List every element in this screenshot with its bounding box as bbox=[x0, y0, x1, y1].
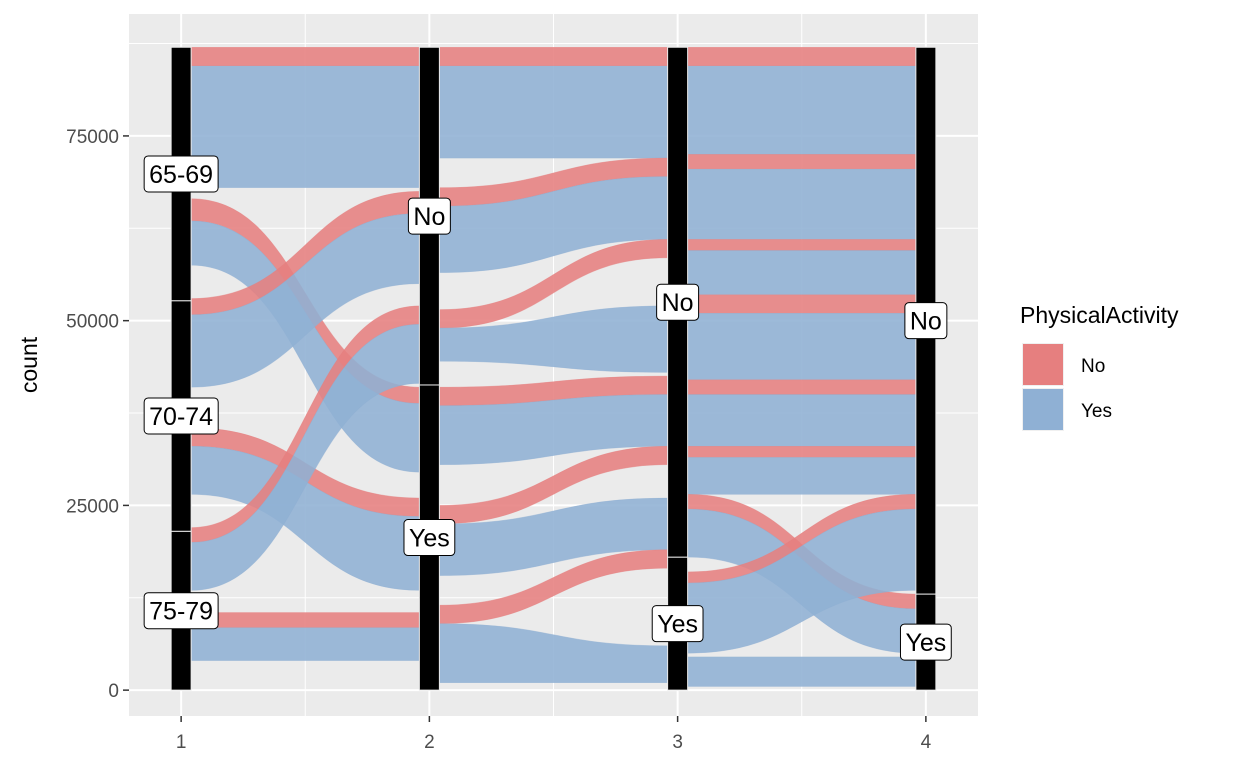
stratum-label: No bbox=[656, 283, 700, 321]
legend-items: No Yes bbox=[1022, 343, 1112, 431]
stratum-label-text: Yes bbox=[409, 525, 450, 553]
flow-ribbon-yes bbox=[687, 656, 917, 687]
legend-swatch-yes bbox=[1023, 389, 1063, 430]
flow-ribbon-yes bbox=[687, 168, 917, 240]
stratum-label-box bbox=[403, 519, 456, 557]
stratum-label: No bbox=[407, 197, 451, 235]
flow-ribbon-no bbox=[687, 46, 917, 67]
stratum-label: No bbox=[904, 302, 948, 340]
stratum-label-box bbox=[904, 302, 948, 340]
legend: PhysicalActivity No Yes bbox=[1020, 302, 1179, 431]
stratum-label-text: Yes bbox=[905, 629, 946, 657]
y-axis-title: count bbox=[16, 336, 42, 393]
stratum-label-box bbox=[143, 155, 219, 193]
flow-ribbon-no bbox=[687, 294, 917, 314]
stratum-label-text: 65-69 bbox=[149, 161, 213, 189]
stratum-label: Yes bbox=[403, 519, 456, 557]
stratum-label-text: No bbox=[662, 289, 694, 317]
stratum-label-text: Yes bbox=[657, 611, 698, 639]
flow-ribbon-yes bbox=[439, 65, 668, 159]
flow-ribbon-no bbox=[687, 445, 917, 458]
y-tick-label: 0 bbox=[108, 681, 119, 702]
stratum-label-text: 70-74 bbox=[149, 403, 213, 431]
y-tick-label: 25000 bbox=[66, 496, 119, 517]
stratum-label-text: 75-79 bbox=[149, 598, 213, 626]
flow-ribbon-yes bbox=[190, 627, 420, 661]
legend-title: PhysicalActivity bbox=[1020, 302, 1179, 328]
stratum-label-box bbox=[651, 605, 704, 643]
flow-ribbon-yes bbox=[190, 65, 420, 188]
stratum-label-box bbox=[407, 197, 451, 235]
stratum-label: 65-69 bbox=[143, 155, 219, 193]
y-tick-label: 75000 bbox=[66, 127, 119, 148]
flow-ribbon-no bbox=[687, 239, 917, 251]
stratum-label-box bbox=[656, 283, 700, 321]
legend-label: No bbox=[1081, 356, 1105, 377]
x-tick-label: 1 bbox=[176, 732, 187, 753]
x-tick-label: 3 bbox=[672, 732, 683, 753]
legend-label: Yes bbox=[1081, 401, 1112, 422]
flow-ribbon-no bbox=[439, 46, 668, 67]
flow-ribbon-yes bbox=[687, 394, 917, 447]
flow-ribbon-yes bbox=[687, 250, 917, 296]
flow-ribbon-yes bbox=[687, 457, 917, 495]
flow-ribbon-yes bbox=[687, 312, 917, 381]
flow-ribbon-no bbox=[190, 612, 420, 628]
stratum-label: Yes bbox=[651, 605, 704, 643]
legend-swatch-no bbox=[1023, 344, 1063, 385]
x-tick-label: 4 bbox=[921, 732, 932, 753]
stratum-label-box bbox=[899, 623, 952, 661]
stratum-label-text: No bbox=[910, 308, 942, 336]
stratum-label-box bbox=[143, 592, 219, 630]
flow-layer bbox=[190, 46, 917, 687]
stratum-label: 75-79 bbox=[143, 592, 219, 630]
stratum-label: 70-74 bbox=[143, 397, 219, 435]
flow-ribbon-yes bbox=[687, 65, 917, 155]
y-tick-label: 50000 bbox=[66, 312, 119, 333]
flow-ribbon-no bbox=[190, 46, 420, 67]
stratum-label-text: No bbox=[413, 203, 445, 231]
stratum-label: Yes bbox=[899, 623, 952, 661]
stratum-label-box bbox=[143, 397, 219, 435]
flow-ribbon-no bbox=[687, 379, 917, 395]
flow-ribbon-no bbox=[687, 154, 917, 170]
x-tick-label: 2 bbox=[424, 732, 435, 753]
axes: 0 25000 50000 75000 1 2 3 4 bbox=[66, 127, 931, 753]
stratum-labels: 75-79 70-74 65-69 Yes No Yes No Yes No bbox=[143, 155, 952, 661]
